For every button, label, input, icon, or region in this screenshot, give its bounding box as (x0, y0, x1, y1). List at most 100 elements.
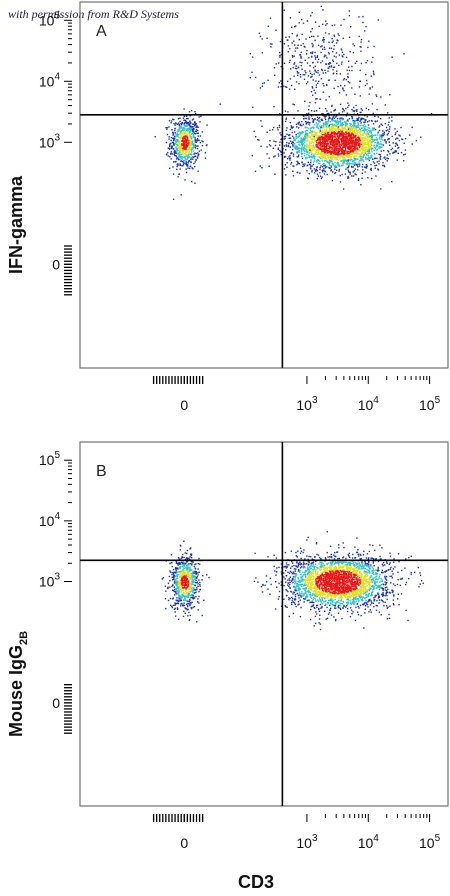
event-dot (292, 143, 294, 145)
event-dot (299, 593, 301, 595)
event-dot (351, 65, 353, 68)
event-dot (343, 141, 345, 143)
event-dot (325, 125, 328, 128)
event-dot (292, 155, 295, 157)
event-dot (183, 143, 185, 146)
event-dot (183, 159, 185, 162)
event-dot (346, 146, 349, 149)
event-dot (293, 63, 295, 65)
event-dot (191, 133, 194, 135)
event-dot (261, 591, 264, 593)
event-dot (325, 63, 327, 65)
event-dot (354, 128, 356, 130)
event-dot (328, 127, 330, 129)
event-dot (314, 139, 317, 142)
event-dot (383, 157, 385, 159)
event-dot (297, 66, 300, 69)
event-dot (332, 135, 334, 138)
event-dot (178, 595, 180, 597)
event-dot (397, 147, 399, 149)
event-dot (293, 145, 295, 147)
event-dot (330, 589, 332, 591)
event-dot (379, 143, 382, 145)
event-dot (180, 146, 183, 148)
event-dot (383, 133, 385, 135)
event-dot (348, 146, 350, 148)
event-dot (341, 135, 343, 138)
event-dot (364, 129, 367, 131)
event-dot (358, 148, 360, 150)
event-dot (316, 613, 318, 615)
event-dot (320, 165, 322, 167)
event-dot (190, 133, 193, 135)
event-dot (324, 32, 327, 34)
event-dot (171, 565, 173, 568)
event-dot (320, 51, 322, 54)
event-dots (154, 5, 433, 200)
event-dot (190, 151, 193, 153)
event-dot (343, 158, 346, 161)
event-dot (272, 129, 274, 131)
event-dot (328, 53, 330, 55)
event-dot (332, 132, 334, 135)
event-dot (318, 607, 320, 610)
event-dot (285, 36, 287, 38)
event-dot (368, 157, 370, 159)
event-dot (172, 173, 175, 175)
event-dot (360, 158, 362, 160)
event-dot (186, 586, 189, 588)
event-dot (334, 172, 336, 175)
event-dot (363, 146, 366, 149)
event-dot (337, 121, 339, 124)
event-dot (188, 129, 190, 131)
event-dot (300, 149, 303, 151)
event-dot (192, 150, 195, 152)
event-dot (170, 562, 173, 564)
event-dot (360, 111, 362, 114)
event-dot (311, 150, 313, 152)
event-dot (190, 607, 192, 609)
event-dot (193, 156, 195, 159)
event-dot (308, 594, 311, 596)
event-dot (177, 141, 179, 143)
event-dot (276, 127, 279, 129)
event-dot (340, 139, 343, 141)
event-dot (181, 165, 183, 167)
event-dot (299, 569, 301, 572)
event-dot (192, 591, 194, 594)
event-dot (284, 110, 287, 112)
event-dot (275, 63, 277, 65)
event-dot (306, 20, 309, 22)
event-dot (341, 49, 343, 51)
event-dot (260, 145, 262, 147)
event-dot (349, 128, 351, 130)
event-dot (356, 137, 358, 139)
event-dot (368, 137, 370, 139)
event-dot (346, 135, 348, 137)
event-dot (361, 140, 363, 142)
event-dot (344, 121, 346, 123)
event-dot (398, 134, 400, 136)
event-dot (187, 156, 189, 159)
event-dot (381, 595, 384, 597)
event-dot (195, 572, 198, 574)
event-dot (197, 598, 199, 600)
event-dot (314, 169, 317, 171)
event-dot (260, 120, 262, 122)
event-dot (364, 139, 366, 141)
event-dot (374, 142, 376, 144)
event-dot (187, 567, 189, 570)
event-dot (184, 598, 187, 600)
event-dot (188, 148, 190, 151)
event-dot (183, 124, 185, 126)
event-dot (350, 136, 352, 138)
event-dot (378, 595, 380, 597)
event-dot (391, 147, 394, 150)
event-dot (335, 159, 337, 161)
event-dot (306, 129, 308, 132)
event-dot (182, 147, 184, 150)
event-dot (306, 134, 308, 136)
event-dot (306, 597, 308, 599)
event-dot (320, 125, 323, 127)
event-dot (273, 140, 275, 142)
